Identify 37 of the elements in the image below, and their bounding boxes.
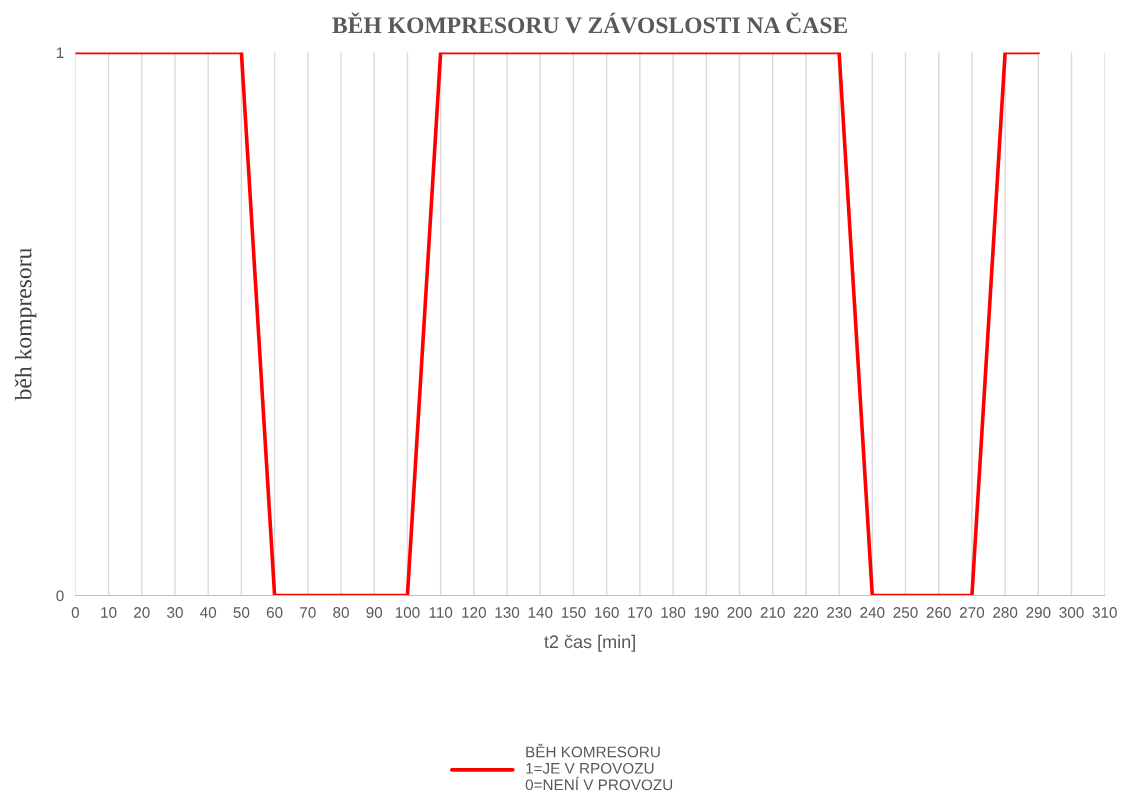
x-tick-label: 40 xyxy=(200,607,217,618)
x-tick-label: 200 xyxy=(727,607,752,618)
x-tick-label: 110 xyxy=(429,607,453,618)
x-tick-label: 210 xyxy=(760,607,785,618)
x-tick-label: 300 xyxy=(1059,607,1084,618)
x-tick-label: 240 xyxy=(860,607,885,618)
x-tick-label: 120 xyxy=(462,607,486,618)
x-tick-label: 230 xyxy=(827,607,852,618)
x-tick-label: 170 xyxy=(628,607,653,618)
legend-label: BĚH KOMRESORU 1=JE V RPOVOZU 0=NENÍ V PROVOZU xyxy=(525,743,673,791)
x-tick-label: 80 xyxy=(333,607,349,618)
x-tick-label: 60 xyxy=(266,607,283,618)
x-tick-label: 250 xyxy=(893,607,918,618)
x-tick-label: 50 xyxy=(233,607,250,618)
y-tick-label: 1 xyxy=(56,47,64,58)
x-tick-label: 280 xyxy=(993,607,1018,618)
x-tick-label: 90 xyxy=(366,607,383,618)
x-tick-label: 260 xyxy=(926,607,951,618)
x-tick-label: 270 xyxy=(959,607,985,618)
x-tick-label: 180 xyxy=(661,607,686,618)
x-tick-label: 100 xyxy=(395,607,420,618)
x-tick-label: 30 xyxy=(167,607,183,618)
x-tick-label: 10 xyxy=(101,607,117,618)
x-tick-label: 190 xyxy=(694,607,719,618)
x-tick-label: 0 xyxy=(71,607,80,618)
chart-title: BĚH KOMPRESORU V ZÁVOSLOSTI NA ČASE xyxy=(332,12,847,34)
x-tick-label: 150 xyxy=(561,607,586,618)
y-axis-title: běh kompresoru xyxy=(14,248,37,401)
x-axis-title: t2 čas [min] xyxy=(544,634,635,652)
x-tick-label: 310 xyxy=(1092,607,1117,618)
x-tick-label: 70 xyxy=(300,607,316,618)
x-tick-label: 290 xyxy=(1026,607,1051,618)
x-tick-label: 160 xyxy=(595,607,619,618)
x-tick-label: 20 xyxy=(134,607,150,618)
x-tick-label: 130 xyxy=(495,607,520,618)
x-tick-label: 140 xyxy=(528,607,553,618)
x-tick-label: 220 xyxy=(793,607,819,618)
